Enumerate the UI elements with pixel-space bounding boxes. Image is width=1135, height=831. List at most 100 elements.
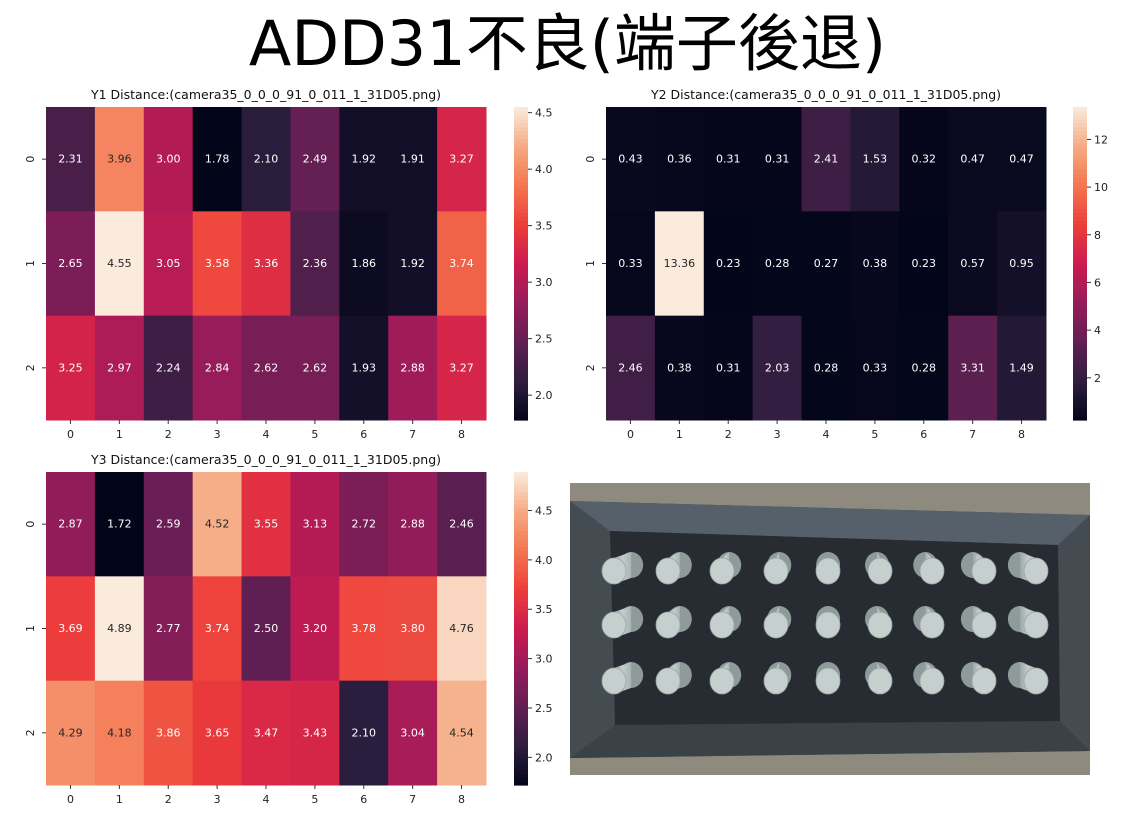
colorbar-segment: [514, 157, 528, 163]
colorbar-segment: [514, 777, 528, 782]
pin: [763, 662, 792, 695]
heatmap-cell: [290, 680, 340, 786]
colorbar-segment: [1073, 357, 1087, 362]
cell-value-label: 0.38: [667, 361, 692, 374]
colorbar-segment: [1073, 361, 1087, 366]
colorbar-segment: [514, 142, 528, 147]
heatmap-cell: [752, 107, 803, 212]
colorbar-segment: [514, 561, 528, 567]
colorbar-segment: [1073, 122, 1087, 128]
cell-value-label: 3.69: [58, 622, 83, 635]
colorbar-segment: [514, 114, 528, 120]
colorbar-segment: [1073, 212, 1087, 218]
colorbar-segment: [514, 118, 528, 124]
cell-value-label: 1.72: [107, 518, 132, 531]
heatmap-cell: [703, 315, 754, 421]
x-tick-label: 4: [823, 428, 830, 441]
cell-value-label: 3.96: [107, 153, 132, 166]
colorbar-segment: [1073, 142, 1087, 147]
colorbar-segment: [514, 655, 528, 661]
heatmap-cell: [339, 315, 389, 421]
colorbar-tick-label: 4.5: [535, 505, 553, 518]
heatmap-cell: [437, 472, 487, 577]
heatmap-cell: [606, 107, 656, 212]
x-tick-label: 8: [458, 428, 465, 441]
cell-value-label: 1.78: [205, 153, 230, 166]
colorbar-segment: [514, 306, 528, 312]
colorbar-segment: [514, 644, 528, 649]
heatmap-cell: [143, 576, 194, 682]
cell-value-label: 1.93: [352, 361, 377, 374]
colorbar-segment: [1073, 290, 1087, 296]
colorbar-segment: [1073, 110, 1087, 116]
colorbar-segment: [1073, 369, 1087, 374]
x-tick-label: 1: [676, 428, 683, 441]
x-tick-label: 2: [725, 428, 732, 441]
x-tick-label: 7: [409, 428, 416, 441]
x-tick-label: 6: [360, 428, 367, 441]
colorbar-segment: [514, 388, 528, 394]
heatmap-cell: [192, 472, 243, 577]
cell-value-label: 3.58: [205, 257, 230, 270]
pin: [815, 552, 841, 585]
cell-value-label: 3.80: [400, 622, 425, 635]
cell-value-label: 2.31: [58, 153, 83, 166]
colorbar-segment: [1073, 314, 1087, 319]
colorbar-segment: [514, 601, 528, 606]
colorbar-segment: [1073, 396, 1087, 402]
colorbar-segment: [514, 569, 528, 575]
colorbar-segment: [514, 412, 528, 417]
colorbar-segment: [514, 193, 528, 198]
colorbar-segment: [514, 769, 528, 774]
cell-value-label: 3.27: [449, 361, 474, 374]
heatmap-cell: [997, 107, 1047, 212]
colorbar-segment: [514, 491, 528, 497]
heatmap-cell: [46, 472, 96, 577]
colorbar-segment: [514, 341, 528, 347]
colorbar-segment: [514, 345, 528, 351]
cell-value-label: 2.84: [205, 361, 230, 374]
colorbar-segment: [1073, 259, 1087, 265]
colorbar-segment: [514, 620, 528, 626]
cell-value-label: 3.86: [156, 726, 181, 739]
colorbar-segment: [1073, 384, 1087, 390]
pin: [1007, 662, 1049, 695]
colorbar-segment: [514, 679, 528, 684]
heatmap-cell: [46, 211, 96, 317]
colorbar-segment: [514, 741, 528, 747]
colorbar-segment: [514, 734, 528, 739]
colorbar-segment: [1073, 134, 1087, 139]
colorbar-segment: [514, 632, 528, 637]
colorbar-segment: [1073, 146, 1087, 151]
cell-value-label: 1.53: [863, 153, 888, 166]
cell-value-label: 3.55: [254, 518, 279, 531]
cell-value-label: 4.54: [449, 726, 474, 739]
colorbar-segment: [514, 718, 528, 723]
pin: [1007, 552, 1049, 585]
heatmap-cells: 2.31 3.96 3.00 1.78 2.10 2.49 1.92 1.91 3.27 2.65…: [46, 107, 487, 421]
pin: [815, 662, 841, 695]
colorbar-segment: [514, 636, 528, 641]
heatmap-cell: [899, 107, 949, 212]
y-tick-label: 2: [584, 364, 597, 371]
heatmap-cell: [703, 211, 754, 317]
heatmap-cell: [143, 472, 194, 577]
colorbar-segment: [514, 263, 528, 269]
pin: [865, 662, 893, 695]
x-tick-label: 2: [165, 428, 172, 441]
colorbar-segment: [514, 714, 528, 720]
heatmap-cell: [94, 107, 145, 212]
cell-value-label: 0.33: [618, 257, 643, 270]
colorbar-segment: [514, 396, 528, 402]
colorbar-segment: [1073, 107, 1087, 112]
colorbar-tick-label: 2.0: [535, 751, 553, 764]
colorbar-segment: [514, 726, 528, 731]
cell-value-label: 3.04: [400, 726, 425, 739]
x-tick-label: 8: [1018, 428, 1025, 441]
cell-value-label: 0.31: [716, 361, 741, 374]
colorbar-segment: [514, 165, 528, 171]
cell-value-label: 2.41: [814, 153, 839, 166]
colorbar-segment: [1073, 341, 1087, 347]
colorbar-segment: [514, 518, 528, 524]
colorbar-segment: [514, 373, 528, 378]
